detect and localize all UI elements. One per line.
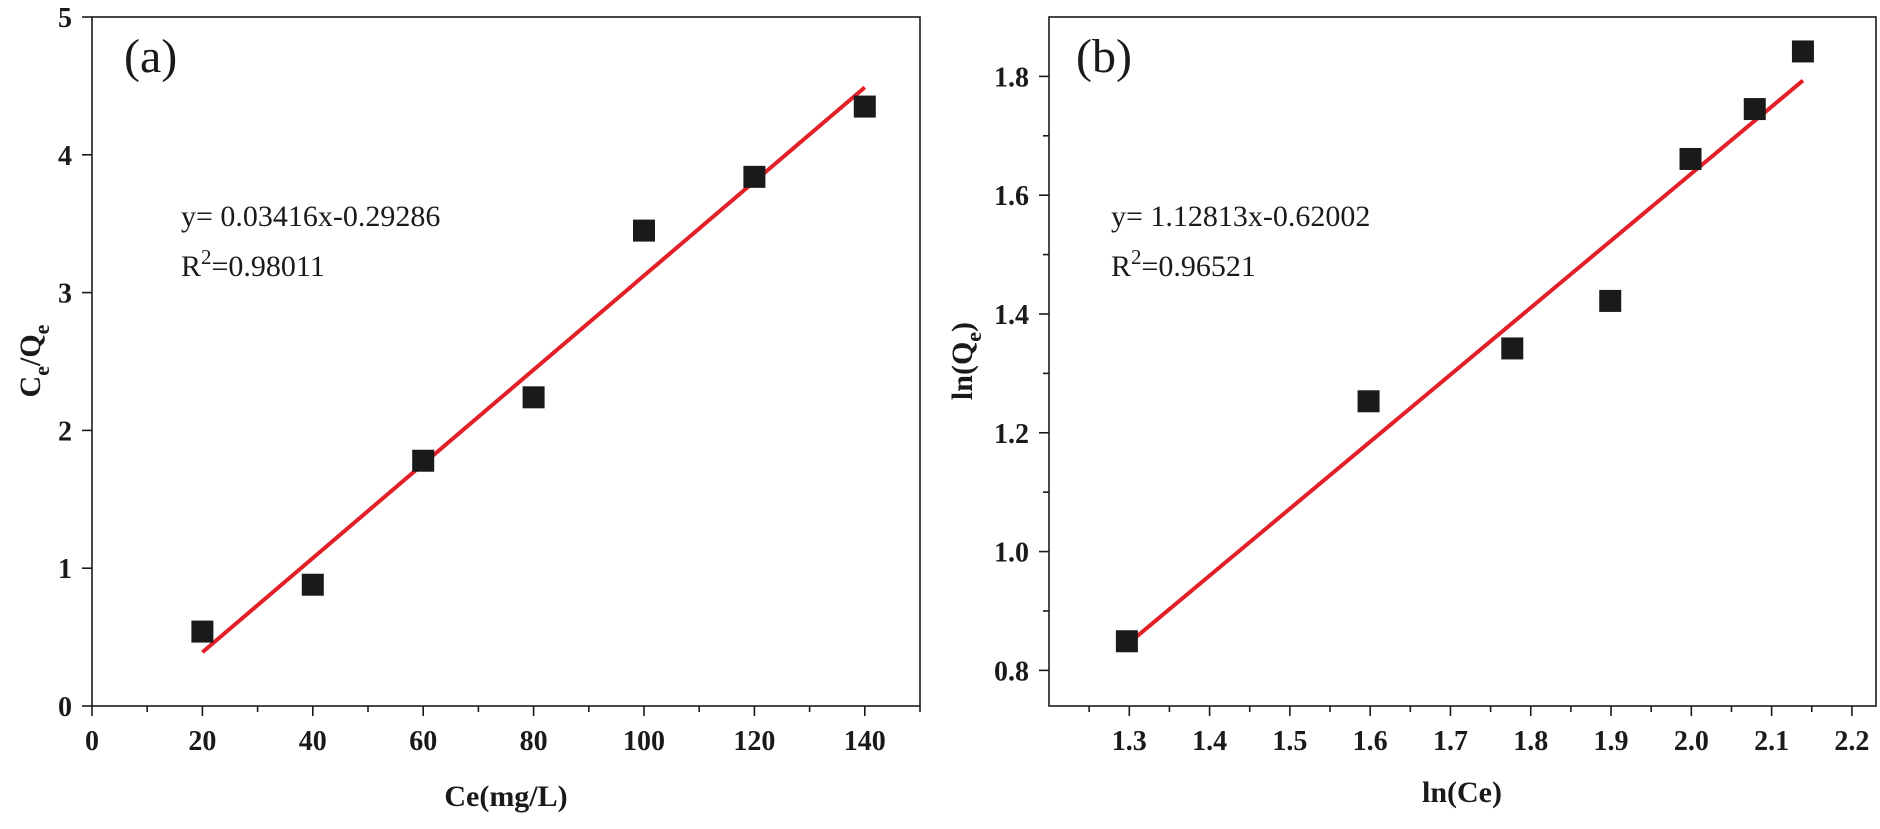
panel-a-xtick-label: 120 [733,726,775,757]
panel-a-xtick-label: 40 [299,726,327,757]
panel-b-data-point [1679,147,1702,170]
panel-b-ytick-label: 0.8 [994,656,1029,687]
panel-a-ytick-label: 5 [58,3,72,34]
panel-a-r2-value: =0.98011 [212,250,325,283]
panel-a-r2-sup: 2 [201,245,212,269]
panel-b-label: (b) [1076,30,1132,83]
panel-a-label: (a) [124,30,177,83]
panel-b-data-point [1115,630,1138,653]
panel-a-ytick-label: 4 [58,141,72,172]
panel-a: 0 20 40 60 80 100 120 140 0 1 2 3 4 5 (a) y= 0.03416x… [14,3,921,813]
panel-a-ytick-label: 3 [58,279,72,310]
panel-b-xtick-label: 1.9 [1594,726,1629,757]
panel-b-r2-value: =0.96521 [1142,250,1256,283]
panel-b-ylabel-sub: e [961,332,986,342]
panel-a-ytick-label: 2 [58,416,72,447]
panel-a-data-point [412,449,435,472]
panel-b-r2: R2=0.96521 [1111,245,1256,283]
panel-b-xtick-label: 2.2 [1834,726,1869,757]
panel-b-ylabel-ln: ln(Q [946,342,979,400]
panel-a-r2-prefix: R [181,250,201,283]
panel-b-ytick-label: 1.6 [994,181,1029,212]
panel-a-ytick-label: 1 [58,554,72,585]
panel-a-fit-line [201,85,867,654]
panel-b-xtick-label: 1.7 [1433,726,1468,757]
panel-b-xtick-label: 1.8 [1513,726,1548,757]
panel-a-xtick-label: 80 [520,726,548,757]
panel-a-ylabel-sub2: e [29,324,54,334]
panel-b-ytick-label: 1.8 [994,62,1029,93]
panel-b-ytick-label: 1.0 [994,538,1029,569]
panel-b-data-point [1599,289,1622,312]
panel-a-y-axis-title: Ce/Qe [14,324,54,397]
panel-a-ylabel-slash: /Q [14,334,47,367]
panel-b-y-axis-title: ln(Qe) [946,322,986,400]
panel-b-equation: y= 1.12813x-0.62002 [1111,200,1370,233]
panel-b-r2-sup: 2 [1131,245,1142,269]
panel-a-ylabel-c: C [14,376,47,398]
panel-a-data-point [853,95,876,118]
panel-a-x-axis-title: Ce(mg/L) [444,780,567,813]
panel-b-frame [1048,16,1877,707]
panel-a-xtick-label: 20 [188,726,216,757]
panel-a-xtick-label: 0 [85,726,99,757]
panel-a-ytick-label: 0 [58,692,72,723]
panel-a-xtick-label: 60 [409,726,437,757]
panel-b-data-point [1791,40,1814,63]
panel-a-frame [91,16,921,707]
panel-b-fit-layer [1125,78,1805,647]
panel-a-data-point [743,165,766,188]
panel-b-ytick-label: 1.4 [994,300,1029,331]
panel-b-ytick-label: 1.2 [994,419,1029,450]
panel-b-fit-line [1125,78,1805,647]
panel-b: 1.3 1.4 1.5 1.6 1.7 1.8 1.9 2.0 2.1 2.2 0.8 1.0 1.2 1… [946,16,1877,809]
panel-b-points [1115,40,1814,653]
panel-b-data-point [1501,337,1524,360]
panel-b-ylabel-end: ) [946,322,979,332]
panel-b-data-point [1743,98,1766,121]
panel-a-xtick-label: 140 [844,726,886,757]
panel-a-points [191,95,876,643]
panel-a-ticks: 0 20 40 60 80 100 120 140 0 1 2 3 4 5 [58,3,921,757]
panel-b-xtick-label: 2.1 [1754,726,1789,757]
panel-a-equation: y= 0.03416x-0.29286 [181,200,440,233]
panel-a-ylabel-sub1: e [29,366,54,376]
panel-a-data-point [633,219,655,242]
panel-b-xtick-label: 2.0 [1674,726,1709,757]
panel-b-data-point [1357,390,1380,413]
panel-b-xtick-label: 1.5 [1272,726,1307,757]
panel-a-fit-layer [201,85,867,654]
panel-a-xtick-label: 100 [623,726,665,757]
panel-b-x-axis-title: ln(Ce) [1422,776,1502,809]
panel-a-data-point [522,386,545,409]
panel-b-r2-prefix: R [1111,250,1131,283]
panel-a-data-point [191,620,214,643]
panel-a-r2: R2=0.98011 [181,245,325,283]
panel-b-xtick-label: 1.3 [1112,726,1147,757]
panel-a-data-point [301,573,324,596]
panel-b-ticks: 1.3 1.4 1.5 1.6 1.7 1.8 1.9 2.0 2.1 2.2 0.8 1.0 1.2 1… [994,62,1869,757]
panel-b-xtick-label: 1.6 [1353,726,1388,757]
panel-b-xtick-label: 1.4 [1192,726,1227,757]
